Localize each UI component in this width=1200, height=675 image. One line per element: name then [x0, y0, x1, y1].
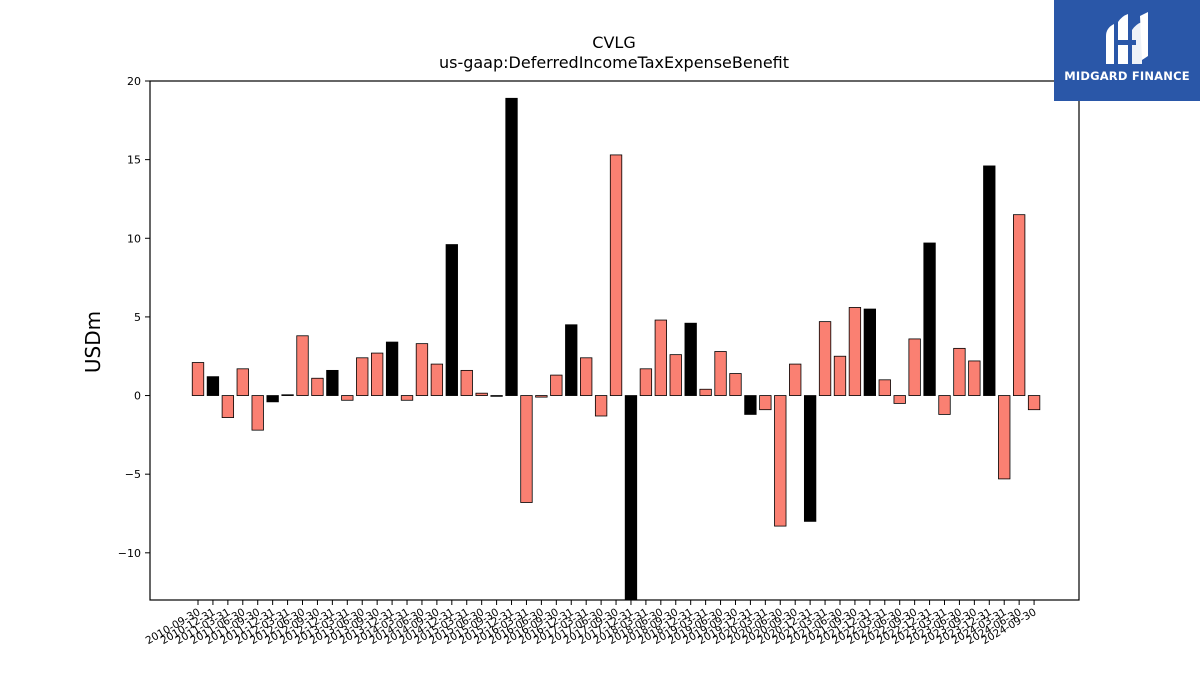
bar-2024-09-30	[1027, 395, 1041, 411]
bar-2014-06-30	[415, 343, 429, 396]
y-tick-label: 5	[134, 311, 141, 324]
bar-2017-03-31	[580, 357, 593, 396]
bar-2019-03-31	[699, 388, 712, 396]
bar-2021-12-31	[863, 308, 876, 396]
bar-2018-06-30	[654, 319, 667, 396]
bar-2017-09-30	[609, 154, 623, 396]
y-axis-label: USDm	[81, 311, 105, 373]
y-tick-label: 15	[127, 154, 141, 167]
bar-2012-06-30	[296, 335, 309, 396]
bar-2012-03-31	[281, 394, 294, 396]
y-tick-label: −5	[125, 468, 141, 481]
bar-2011-06-30	[236, 368, 249, 396]
bar-2012-09-30	[311, 377, 324, 396]
bar-2014-12-31	[445, 244, 458, 396]
bar-2013-06-30	[356, 357, 369, 396]
bar-2015-09-30	[490, 395, 503, 397]
bar-2017-06-30	[594, 395, 608, 417]
bar-2020-03-31	[759, 395, 772, 411]
bar-2011-03-31	[221, 395, 235, 418]
bar-2012-12-31	[326, 369, 339, 396]
bar-2017-12-31	[624, 395, 638, 601]
bar-2015-03-31	[460, 369, 473, 396]
bar-2020-12-31	[803, 395, 817, 522]
bar-2022-09-30	[908, 338, 921, 396]
bar-2024-06-30	[1013, 214, 1026, 396]
logo-text: MIDGARD FINANCE	[1064, 69, 1190, 83]
bar-2014-09-30	[430, 363, 444, 396]
chart-subtitle: us-gaap:DeferredIncomeTaxExpenseBenefit	[439, 53, 789, 72]
bar-2021-03-31	[818, 321, 832, 396]
bar-2015-12-31	[505, 97, 518, 396]
bar-2016-12-31	[565, 324, 578, 396]
bar-2022-06-30	[893, 395, 906, 404]
y-tick-label: 0	[134, 390, 141, 403]
bar-2023-03-31	[938, 395, 951, 415]
bar-2021-06-30	[833, 355, 847, 396]
bar-2019-06-30	[714, 351, 727, 396]
midgard-finance-logo: MIDGARD FINANCE	[1054, 0, 1200, 101]
bar-2023-09-30	[968, 360, 981, 396]
bar-2023-12-31	[983, 165, 996, 396]
bars-group	[191, 97, 1041, 601]
logo-mark-icon	[1106, 12, 1148, 64]
bar-2018-12-31	[684, 322, 697, 396]
y-axis-ticks: −10 −5 0 5 10 15 20	[118, 75, 150, 560]
bar-2015-06-30	[475, 392, 488, 396]
bar-2014-03-31	[400, 395, 414, 401]
bar-2019-09-30	[729, 373, 742, 396]
bar-2010-12-31	[206, 376, 220, 396]
bar-2011-12-31	[266, 395, 279, 403]
bar-2020-09-30	[789, 363, 802, 396]
bar-2019-12-31	[744, 395, 757, 415]
chart-title: CVLG	[592, 33, 635, 52]
bar-2022-03-31	[878, 379, 891, 396]
bar-2011-09-30	[251, 395, 264, 431]
bar-2024-03-31	[998, 395, 1011, 480]
x-axis-ticks: 2010-09-302010-12-312011-03-312011-06-30…	[144, 600, 1039, 647]
bar-2021-09-30	[848, 307, 862, 396]
bar-2018-03-31	[639, 368, 653, 396]
y-tick-label: 20	[127, 75, 141, 88]
bar-2013-03-31	[341, 395, 354, 401]
bar-2023-06-30	[953, 347, 966, 396]
bar-2013-12-31	[385, 341, 399, 396]
bar-2022-12-31	[923, 242, 936, 396]
y-tick-label: 10	[127, 232, 141, 245]
y-tick-label: −10	[118, 547, 141, 560]
bar-2010-09-30	[191, 362, 205, 396]
bar-2016-06-30	[535, 395, 548, 398]
bar-2018-09-30	[669, 354, 682, 396]
bar-2016-09-30	[550, 374, 563, 396]
bar-2016-03-31	[520, 395, 533, 503]
bar-2020-06-30	[774, 395, 787, 527]
plot-frame	[149, 80, 1080, 601]
bar-2013-09-30	[371, 352, 384, 396]
